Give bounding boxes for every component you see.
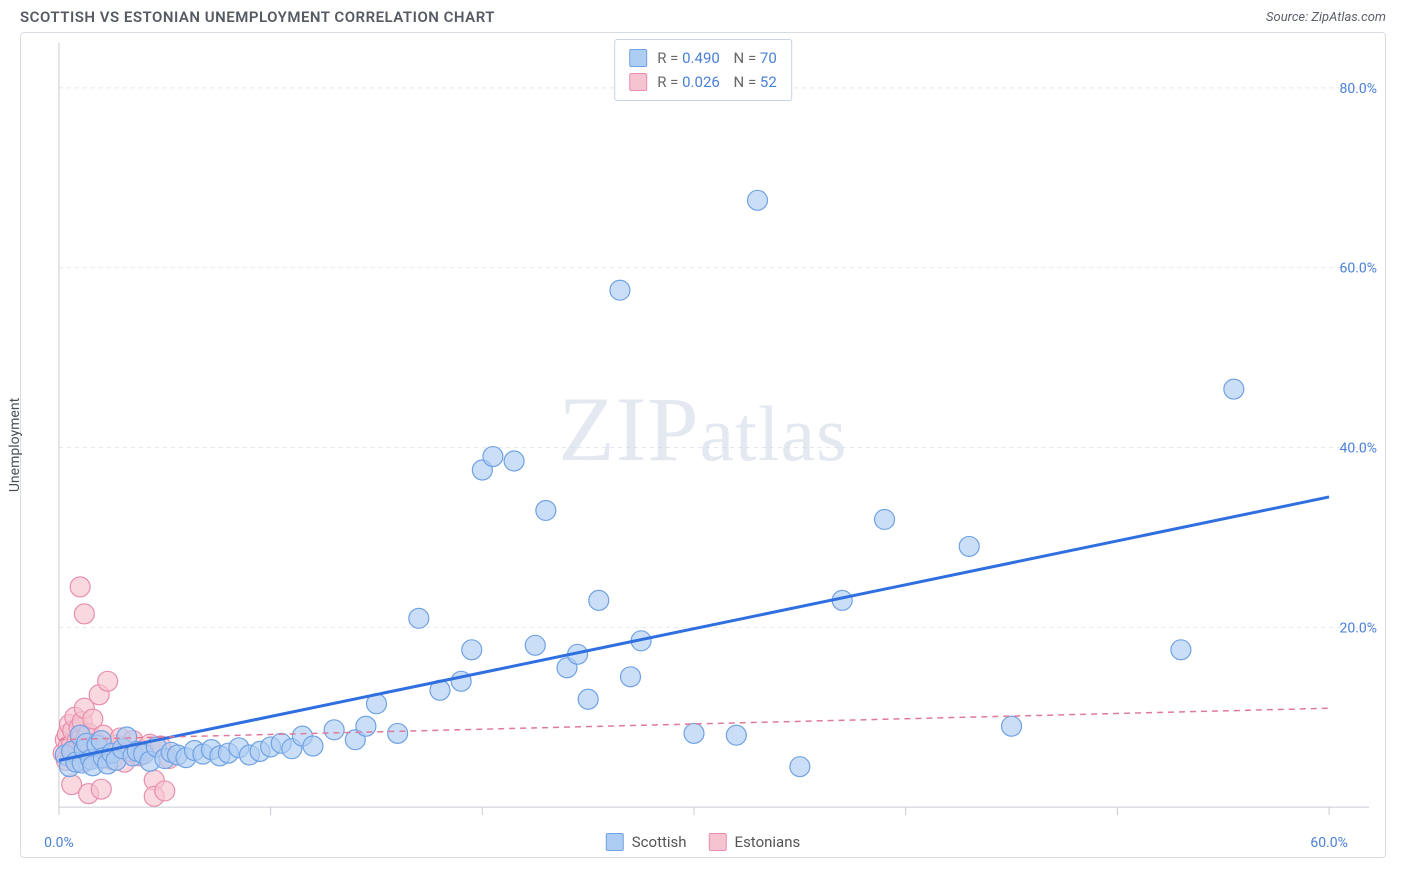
svg-text:60.0%: 60.0% [1340, 261, 1377, 277]
chart-source: Source: ZipAtlas.com [1266, 10, 1386, 25]
chart-container: Unemployment 20.0%40.0%60.0%80.0%0.0%60.… [20, 32, 1386, 858]
svg-text:0.0%: 0.0% [44, 835, 74, 851]
svg-text:60.0%: 60.0% [1310, 835, 1347, 851]
legend-label: Estonians [735, 833, 801, 851]
svg-text:20.0%: 20.0% [1340, 620, 1377, 636]
svg-text:80.0%: 80.0% [1340, 81, 1377, 97]
legend-swatch-estonians [629, 73, 647, 91]
chart-title: SCOTTISH VS ESTONIAN UNEMPLOYMENT CORREL… [20, 8, 495, 26]
svg-text:40.0%: 40.0% [1340, 441, 1377, 457]
legend-item-scottish: Scottish [606, 833, 687, 851]
legend-swatch-scottish [629, 49, 647, 67]
chart-header: SCOTTISH VS ESTONIAN UNEMPLOYMENT CORREL… [0, 0, 1406, 32]
legend-stats-row: R = 0.026 N = 52 [629, 70, 777, 94]
legend-stats-row: R = 0.490 N = 70 [629, 46, 777, 70]
legend-item-estonians: Estonians [709, 833, 801, 851]
legend-stats-box: R = 0.490 N = 70 R = 0.026 N = 52 [614, 39, 792, 101]
scatter-plot: 20.0% 40.0% 60.0% 80.0% 0.0% 60.0% [21, 33, 1385, 857]
legend-label: Scottish [632, 833, 687, 851]
legend-series: Scottish Estonians [606, 833, 800, 851]
legend-swatch-icon [709, 833, 727, 851]
legend-swatch-icon [606, 833, 624, 851]
